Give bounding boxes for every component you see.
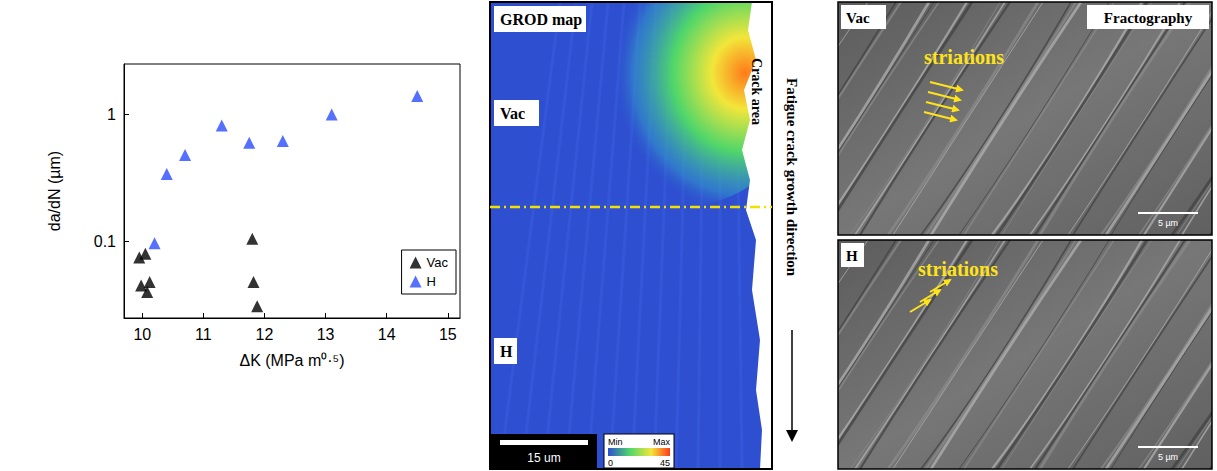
svg-text:15: 15 bbox=[439, 326, 457, 343]
svg-text:0: 0 bbox=[608, 458, 613, 468]
svg-text:striations: striations bbox=[924, 46, 1004, 68]
svg-text:GROD map: GROD map bbox=[500, 11, 582, 29]
svg-text:5 µm: 5 µm bbox=[1158, 452, 1178, 462]
svg-text:H: H bbox=[846, 248, 858, 264]
svg-text:5 µm: 5 µm bbox=[1158, 218, 1178, 228]
svg-text:Fatigue crack growth direction: Fatigue crack growth direction bbox=[784, 78, 800, 277]
svg-text:14: 14 bbox=[378, 326, 396, 343]
svg-text:Max: Max bbox=[653, 437, 671, 447]
svg-text:0.1: 0.1 bbox=[94, 233, 116, 250]
svg-text:11: 11 bbox=[195, 326, 212, 343]
svg-text:da/dN (µm): da/dN (µm) bbox=[46, 151, 63, 231]
svg-text:H: H bbox=[427, 274, 436, 289]
svg-text:45: 45 bbox=[660, 458, 670, 468]
svg-text:Min: Min bbox=[608, 437, 623, 447]
svg-text:Vac: Vac bbox=[427, 255, 449, 270]
svg-text:Vac: Vac bbox=[846, 10, 870, 26]
svg-text:1: 1 bbox=[107, 106, 116, 123]
svg-text:12: 12 bbox=[256, 326, 274, 343]
svg-text:Fractography: Fractography bbox=[1104, 10, 1193, 26]
svg-text:Crack area: Crack area bbox=[749, 58, 764, 125]
svg-text:10: 10 bbox=[133, 326, 151, 343]
svg-text:H: H bbox=[500, 343, 513, 360]
svg-text:ΔK (MPa m⁰·⁵): ΔK (MPa m⁰·⁵) bbox=[239, 352, 344, 369]
svg-text:Vac: Vac bbox=[500, 105, 525, 122]
svg-text:13: 13 bbox=[317, 326, 335, 343]
svg-text:15 um: 15 um bbox=[527, 451, 560, 465]
svg-text:striations: striations bbox=[918, 258, 998, 280]
